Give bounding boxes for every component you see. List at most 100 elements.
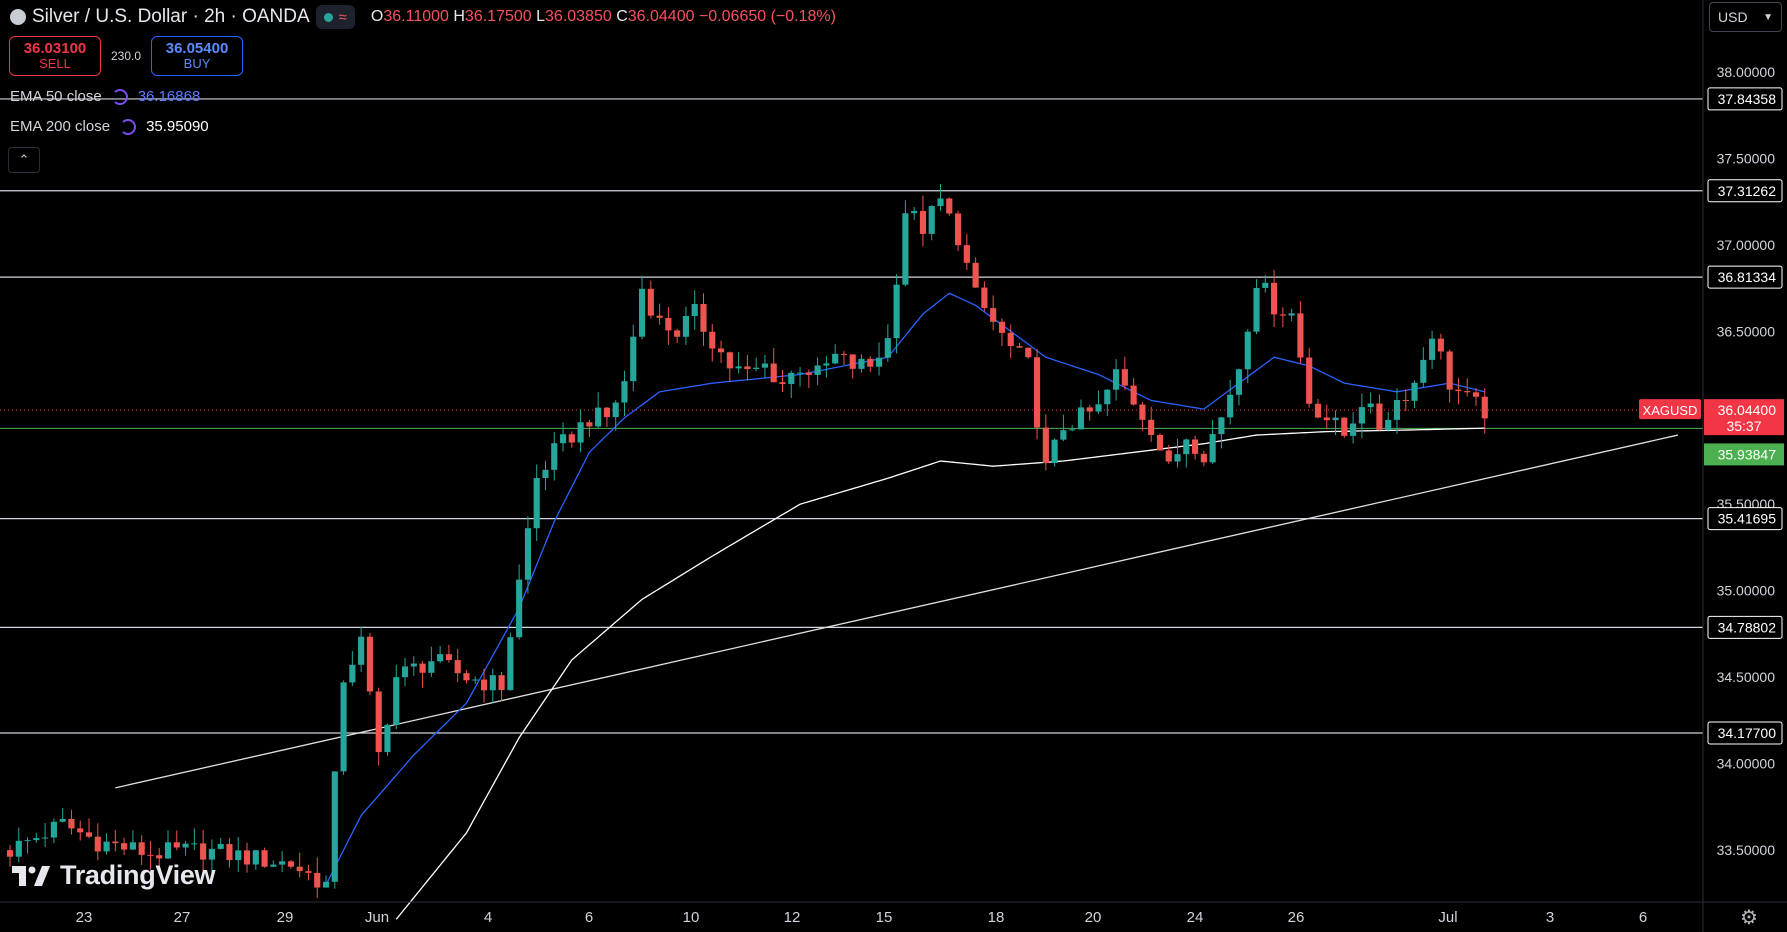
candle [156,847,163,872]
level-label-box [1707,87,1783,111]
candle [963,233,970,270]
candle [173,830,180,851]
level-label-box [1707,265,1783,289]
candle [121,837,128,856]
candle [191,828,198,851]
time-tick-label: 26 [1288,909,1305,926]
sell-button[interactable]: 36.03100 SELL [9,36,101,76]
ohlc-low-label: L [536,8,546,25]
candle-body [1069,429,1076,431]
candle-body [42,837,49,839]
candle [1112,359,1120,401]
candle-body [1279,314,1286,316]
candle-body [981,287,988,309]
candle [717,340,725,363]
candle-body [761,363,769,368]
candle [1271,269,1278,327]
candle-body [1095,404,1102,412]
candle [314,857,321,898]
currency-select[interactable]: USD ▼ [1709,2,1782,32]
candle-body [1060,430,1067,440]
candle-body [226,844,233,861]
candle-body [937,198,944,207]
time-tick-label: 20 [1085,909,1102,926]
price-tick-label: 34.50000 [1717,669,1776,685]
candle-body [279,861,286,865]
candle-body [1253,287,1260,332]
ema200-legend[interactable]: EMA 200 close 35.95090 [10,118,209,135]
candle-body [954,213,962,246]
candle-body [314,872,321,888]
candle-body [1446,351,1453,390]
time-tick-label: 24 [1187,909,1204,926]
candle [1077,399,1085,430]
candle-body [445,654,452,661]
ema200-badge [1704,443,1784,466]
candle-body [691,304,698,317]
candle-body [911,210,918,214]
candle [1350,412,1357,444]
candle [893,274,900,354]
time-tick-label: 6 [585,909,593,926]
candle-body [1165,450,1172,462]
candle-body [603,407,611,418]
tradingview-logo[interactable]: TradingView [12,860,216,891]
candle-body [384,724,391,753]
candle [586,419,593,437]
price-tick-label: 37.50000 [1717,150,1776,166]
price-tick-label: 36.50000 [1717,323,1776,339]
price-tick-label: 38.00000 [1717,64,1776,80]
countdown-label: 35:37 [1726,418,1761,434]
candle-body [1455,389,1462,392]
candle [551,432,558,481]
buy-button[interactable]: 36.05400 BUY [151,36,244,76]
candle [384,723,391,756]
candle [480,668,488,703]
settings-gear-icon[interactable]: ⚙ [1740,907,1758,929]
time-tick-label: 6 [1639,909,1647,926]
candle [1069,424,1076,432]
candle [1121,356,1128,390]
candle [1376,394,1383,431]
candle [911,206,918,221]
candle-body [1393,399,1401,420]
candle-body [270,864,277,867]
symbol-title[interactable]: Silver / U.S. Dollar · 2h · OANDA [32,6,310,27]
candle [981,281,988,312]
candle-body [340,682,347,772]
candle-body [1306,357,1313,404]
candle-body [480,679,488,691]
candle-body [463,673,470,681]
candle [638,275,646,340]
collapse-chevron-icon: ⌃ [18,152,30,167]
level-label: 34.17700 [1718,725,1777,741]
candle [358,626,365,672]
candle-body [296,866,303,872]
candle [700,293,707,346]
current-price-value: 36.04400 [1718,402,1777,418]
candle [849,354,856,379]
candle [200,829,207,872]
candle [349,651,356,687]
candle-body [1262,282,1269,288]
candle-body [559,434,567,444]
candle [568,431,575,448]
candle [279,850,286,873]
candle [1472,388,1480,407]
candle [656,303,663,325]
candle-body [533,478,540,529]
candle [1262,275,1269,293]
ema50-legend[interactable]: EMA 50 close 36.16868 [10,88,200,105]
candle [1429,330,1436,369]
price-axis-background [1703,0,1787,932]
candle-body [1051,439,1058,464]
market-status-pill[interactable]: ≈ [315,5,355,29]
collapse-legend-button[interactable]: ⌃ [8,147,40,173]
candle-body [331,771,338,882]
level-label-box [1707,179,1783,203]
candle-body [1025,347,1032,358]
candle-body [674,330,681,337]
candle-body [1350,423,1357,436]
time-tick-label: 15 [876,909,893,926]
